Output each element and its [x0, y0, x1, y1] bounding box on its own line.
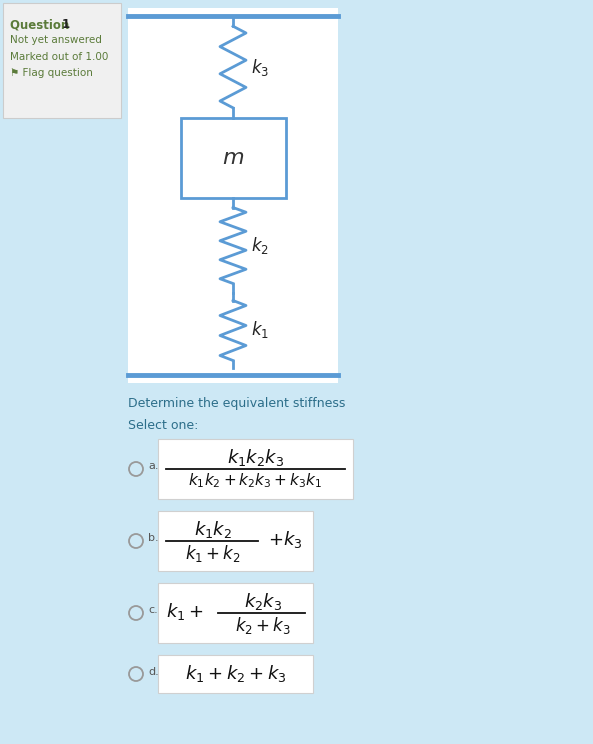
Bar [158, 511, 313, 571]
Text: a.: a. [148, 461, 158, 471]
Text: c.: c. [148, 605, 158, 615]
Text: $k_1$: $k_1$ [251, 319, 269, 341]
Text: $k_3$: $k_3$ [251, 57, 269, 79]
Text: $k_1 k_2 k_3$: $k_1 k_2 k_3$ [227, 447, 284, 468]
Bar [3, 3, 121, 118]
Bar [158, 439, 353, 499]
Bar [158, 583, 313, 643]
Text: $k_2$: $k_2$ [251, 234, 269, 255]
Text: $k_1 k_2 + k_2 k_3 + k_3 k_1$: $k_1 k_2 + k_2 k_3 + k_3 k_1$ [189, 471, 323, 490]
Text: d.: d. [148, 667, 159, 677]
Text: $k_1 + k_2$: $k_1 + k_2$ [185, 543, 241, 564]
Bar [180, 118, 285, 198]
Text: Not yet answered: Not yet answered [10, 35, 102, 45]
Text: $+ k_3$: $+ k_3$ [268, 529, 302, 550]
Text: $k_1 +$: $k_1 +$ [166, 601, 203, 622]
Text: ⚑ Flag question: ⚑ Flag question [10, 68, 93, 78]
Text: b.: b. [148, 533, 158, 543]
Text: $k_1 k_2$: $k_1 k_2$ [194, 519, 232, 540]
Bar [158, 655, 313, 693]
Bar [128, 8, 338, 383]
Text: Question: Question [10, 18, 74, 31]
Text: 1: 1 [62, 18, 70, 31]
Text: $k_2 + k_3$: $k_2 + k_3$ [235, 615, 291, 636]
Text: $k_1 + k_2 + k_3$: $k_1 + k_2 + k_3$ [185, 663, 286, 684]
Text: Determine the equivalent stiffness: Determine the equivalent stiffness [128, 397, 345, 410]
Text: $k_2 k_3$: $k_2 k_3$ [244, 591, 282, 612]
Text: $m$: $m$ [222, 148, 244, 168]
Text: Marked out of 1.00: Marked out of 1.00 [10, 52, 109, 62]
Text: Select one:: Select one: [128, 419, 199, 432]
